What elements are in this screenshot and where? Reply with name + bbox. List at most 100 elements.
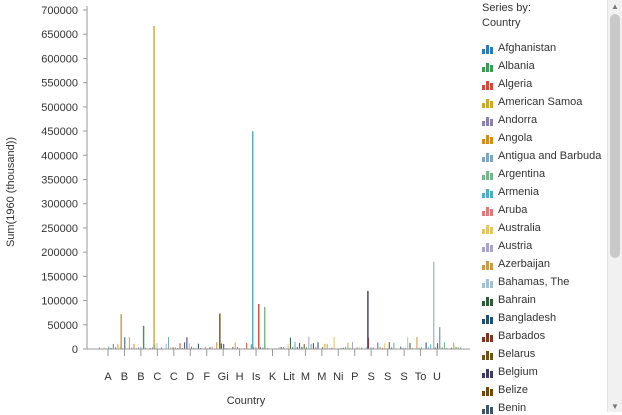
bar bbox=[145, 347, 146, 349]
x-tick-label: B bbox=[137, 371, 144, 383]
y-axis: 0 50000 100000 150000 200000 250000 300000 3500… bbox=[41, 5, 88, 356]
bar bbox=[391, 347, 393, 349]
bar bbox=[219, 313, 221, 349]
x-tick-label: Lit bbox=[283, 371, 295, 383]
bar bbox=[237, 347, 238, 349]
bar bbox=[220, 343, 222, 349]
legend-item[interactable]: American Samoa bbox=[482, 93, 582, 111]
bar-series-icon bbox=[482, 333, 493, 342]
bar-series-icon bbox=[482, 279, 493, 288]
legend-label: Algeria bbox=[498, 78, 533, 90]
bar bbox=[119, 346, 121, 349]
legend-item[interactable]: Antigua and Barbuda bbox=[482, 147, 601, 165]
bar bbox=[367, 290, 369, 349]
bar bbox=[165, 343, 167, 349]
bar bbox=[133, 343, 135, 349]
scroll-up-icon[interactable]: ▲ bbox=[611, 1, 619, 11]
bar bbox=[306, 347, 307, 349]
bar bbox=[324, 343, 326, 349]
bar bbox=[437, 343, 439, 349]
legend-label: Bahrain bbox=[498, 294, 536, 306]
bar bbox=[342, 347, 344, 349]
bar bbox=[372, 347, 374, 349]
bar bbox=[349, 347, 351, 349]
x-tick-label: U bbox=[433, 371, 441, 383]
legend-item[interactable]: Austria bbox=[482, 237, 532, 255]
bar bbox=[232, 346, 234, 349]
legend-label: Angola bbox=[498, 132, 533, 144]
legend-item[interactable]: Bahrain bbox=[482, 291, 536, 309]
legend-item[interactable]: Belgium bbox=[482, 363, 538, 381]
scroll-down-icon[interactable]: ▼ bbox=[611, 401, 619, 411]
legend-scrollbar[interactable]: ▲ ▼ bbox=[607, 0, 622, 412]
bar bbox=[457, 347, 459, 349]
legend-item[interactable]: Bangladesh bbox=[482, 309, 556, 327]
y-tick-label: 200000 bbox=[41, 247, 78, 259]
legend-title: Series by: Country bbox=[482, 2, 531, 29]
legend-item[interactable]: Australia bbox=[482, 219, 541, 237]
legend-label: Azerbaijan bbox=[498, 258, 550, 270]
x-tick-label: P bbox=[351, 371, 358, 383]
legend-item[interactable]: Belarus bbox=[482, 345, 535, 363]
bar bbox=[264, 306, 266, 349]
legend-label: Belgium bbox=[498, 366, 538, 378]
bar bbox=[197, 343, 199, 349]
bar bbox=[252, 131, 254, 349]
bar bbox=[184, 342, 186, 349]
legend-item[interactable]: Aruba bbox=[482, 201, 527, 219]
bar bbox=[110, 347, 112, 349]
y-tick-label: 500000 bbox=[41, 102, 78, 114]
bar bbox=[365, 347, 367, 349]
legend-label: Albania bbox=[498, 60, 535, 72]
bar bbox=[407, 337, 409, 349]
bar-series-icon bbox=[482, 45, 493, 54]
scroll-thumb[interactable] bbox=[610, 14, 620, 258]
legend-label: Afghanistan bbox=[498, 42, 557, 54]
bar bbox=[384, 343, 386, 349]
bar bbox=[455, 346, 457, 349]
y-tick-label: 0 bbox=[72, 344, 78, 356]
bar bbox=[209, 347, 211, 349]
bar bbox=[170, 347, 172, 349]
legend-label: Benin bbox=[498, 402, 527, 414]
x-axis-title: Country bbox=[227, 395, 266, 407]
legend-item[interactable]: Barbados bbox=[482, 327, 545, 345]
bar bbox=[168, 337, 169, 349]
bar bbox=[421, 346, 422, 349]
x-tick-label: To bbox=[415, 371, 427, 383]
x-tick-label: S bbox=[368, 371, 375, 383]
bar bbox=[112, 343, 114, 349]
bar-series-icon bbox=[482, 297, 493, 306]
bar bbox=[128, 337, 130, 349]
legend-item[interactable]: Azerbaijan bbox=[482, 255, 550, 273]
bar bbox=[444, 342, 445, 349]
bar bbox=[453, 342, 455, 349]
bar-series-icon bbox=[482, 405, 493, 414]
legend-item[interactable]: Albania bbox=[482, 57, 535, 75]
legend-label: Aruba bbox=[498, 204, 528, 216]
x-tick-label: B bbox=[121, 371, 128, 383]
legend-item[interactable]: Bahamas, The bbox=[482, 273, 569, 291]
legend-item[interactable]: Angola bbox=[482, 129, 532, 147]
bar bbox=[404, 347, 406, 349]
legend-item[interactable]: Benin bbox=[482, 399, 526, 415]
bar bbox=[377, 342, 379, 349]
bar bbox=[303, 344, 305, 349]
x-tick-label: F bbox=[203, 371, 210, 383]
bar bbox=[283, 347, 284, 349]
legend-item[interactable]: Belize bbox=[482, 381, 528, 399]
bar bbox=[156, 343, 158, 349]
legend-item[interactable]: Armenia bbox=[482, 183, 539, 201]
legend-item[interactable]: Andorra bbox=[482, 111, 537, 129]
bar-series-icon bbox=[482, 117, 493, 126]
legend-item[interactable]: Argentina bbox=[482, 165, 545, 183]
y-tick-label: 300000 bbox=[41, 199, 78, 211]
bar bbox=[108, 346, 110, 349]
bar bbox=[418, 347, 420, 349]
x-tick-label: A bbox=[104, 371, 112, 383]
legend-item[interactable]: Algeria bbox=[482, 75, 532, 93]
bar bbox=[99, 347, 100, 349]
y-tick-label: 250000 bbox=[41, 223, 78, 235]
legend-item[interactable]: Afghanistan bbox=[482, 39, 556, 57]
bar bbox=[204, 346, 206, 349]
